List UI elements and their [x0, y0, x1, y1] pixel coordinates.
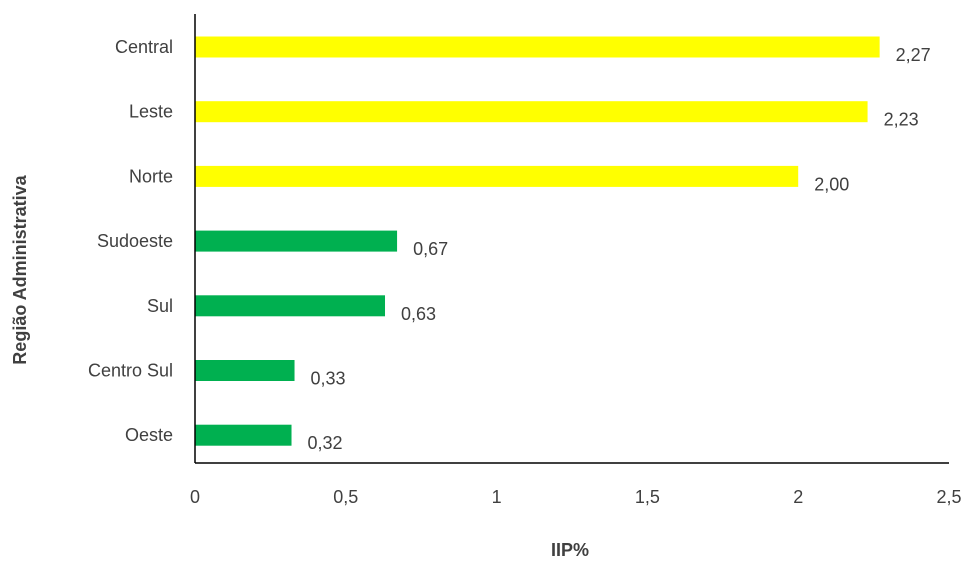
data-label-centro-sul: 0,33: [311, 369, 346, 389]
category-labels: Central Leste Norte Sudoeste Sul Centro Sul Oe…: [88, 37, 173, 445]
category-label-oeste: Oeste: [125, 425, 173, 445]
bars: [195, 36, 880, 446]
x-tick-label: 2: [793, 487, 803, 507]
bar-central: [195, 36, 880, 58]
data-labels: 2,27 2,23 2,00 0,67 0,63 0,33 0,32: [308, 45, 931, 453]
category-label-centro-sul: Centro Sul: [88, 361, 173, 381]
bar-norte: [195, 165, 799, 187]
data-label-sudoeste: 0,67: [413, 239, 448, 259]
category-label-leste: Leste: [129, 102, 173, 122]
x-tick-label: 0,5: [333, 487, 358, 507]
data-label-central: 2,27: [896, 45, 931, 65]
bar-sul: [195, 295, 386, 317]
category-label-sudoeste: Sudoeste: [97, 231, 173, 251]
data-label-leste: 2,23: [884, 110, 919, 130]
bar-sudoeste: [195, 230, 398, 252]
bar-oeste: [195, 424, 292, 446]
x-tick-labels: 0 0,5 1 1,5 2 2,5: [190, 487, 962, 507]
x-tick-label: 2,5: [936, 487, 961, 507]
x-tick-label: 1: [492, 487, 502, 507]
category-label-sul: Sul: [147, 296, 173, 316]
category-label-norte: Norte: [129, 166, 173, 186]
data-label-norte: 2,00: [814, 174, 849, 194]
data-label-sul: 0,63: [401, 304, 436, 324]
bar-leste: [195, 101, 868, 123]
data-label-oeste: 0,32: [308, 433, 343, 453]
x-tick-label: 1,5: [635, 487, 660, 507]
bar-centro-sul: [195, 360, 295, 381]
x-tick-label: 0: [190, 487, 200, 507]
x-axis-title: IIP%: [551, 540, 589, 560]
y-axis-title: Região Administrativa: [10, 174, 30, 364]
category-label-central: Central: [115, 37, 173, 57]
